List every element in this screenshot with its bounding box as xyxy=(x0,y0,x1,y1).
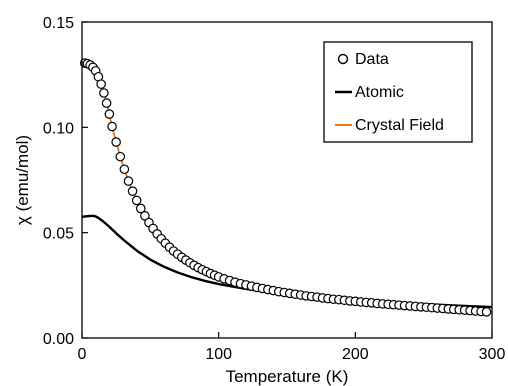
data-point xyxy=(111,137,121,147)
y-tick-label: 0.05 xyxy=(43,226,74,243)
y-tick-label: 0.15 xyxy=(43,15,74,32)
axis-ticks: 0 100 200 300 0.00 0.05 0.10 0.15 xyxy=(43,15,506,363)
data-point xyxy=(127,186,138,196)
plot-frame xyxy=(81,21,493,339)
x-tick-label: 100 xyxy=(205,346,232,363)
y-tick-label: 0.10 xyxy=(43,120,74,137)
data-point xyxy=(104,109,115,119)
y-axis-label: χ (emu/mol) xyxy=(13,135,32,225)
data-point xyxy=(96,79,106,89)
data-point xyxy=(481,307,492,317)
data-point xyxy=(115,151,126,162)
data-point xyxy=(123,176,134,186)
data-point xyxy=(140,211,150,221)
x-tick-label: 200 xyxy=(342,346,369,363)
legend-crystal-field-label: Crystal Field xyxy=(355,117,444,134)
data-point xyxy=(135,203,146,214)
data-point xyxy=(101,98,112,108)
data-point xyxy=(119,164,130,175)
y-tick-label: 0.00 xyxy=(43,331,74,348)
legend: Data Atomic Crystal Field xyxy=(323,41,473,143)
data-point xyxy=(131,195,142,206)
data-point xyxy=(107,121,117,132)
x-tick-label: 0 xyxy=(78,346,87,363)
legend-atomic-label: Atomic xyxy=(355,84,404,101)
x-tick-label: 300 xyxy=(479,346,506,363)
plot-area xyxy=(79,58,493,317)
data-point xyxy=(99,88,109,98)
legend-data-label: Data xyxy=(355,51,389,68)
legend-data-marker xyxy=(337,53,349,65)
x-axis-label: Temperature (K) xyxy=(226,367,349,386)
